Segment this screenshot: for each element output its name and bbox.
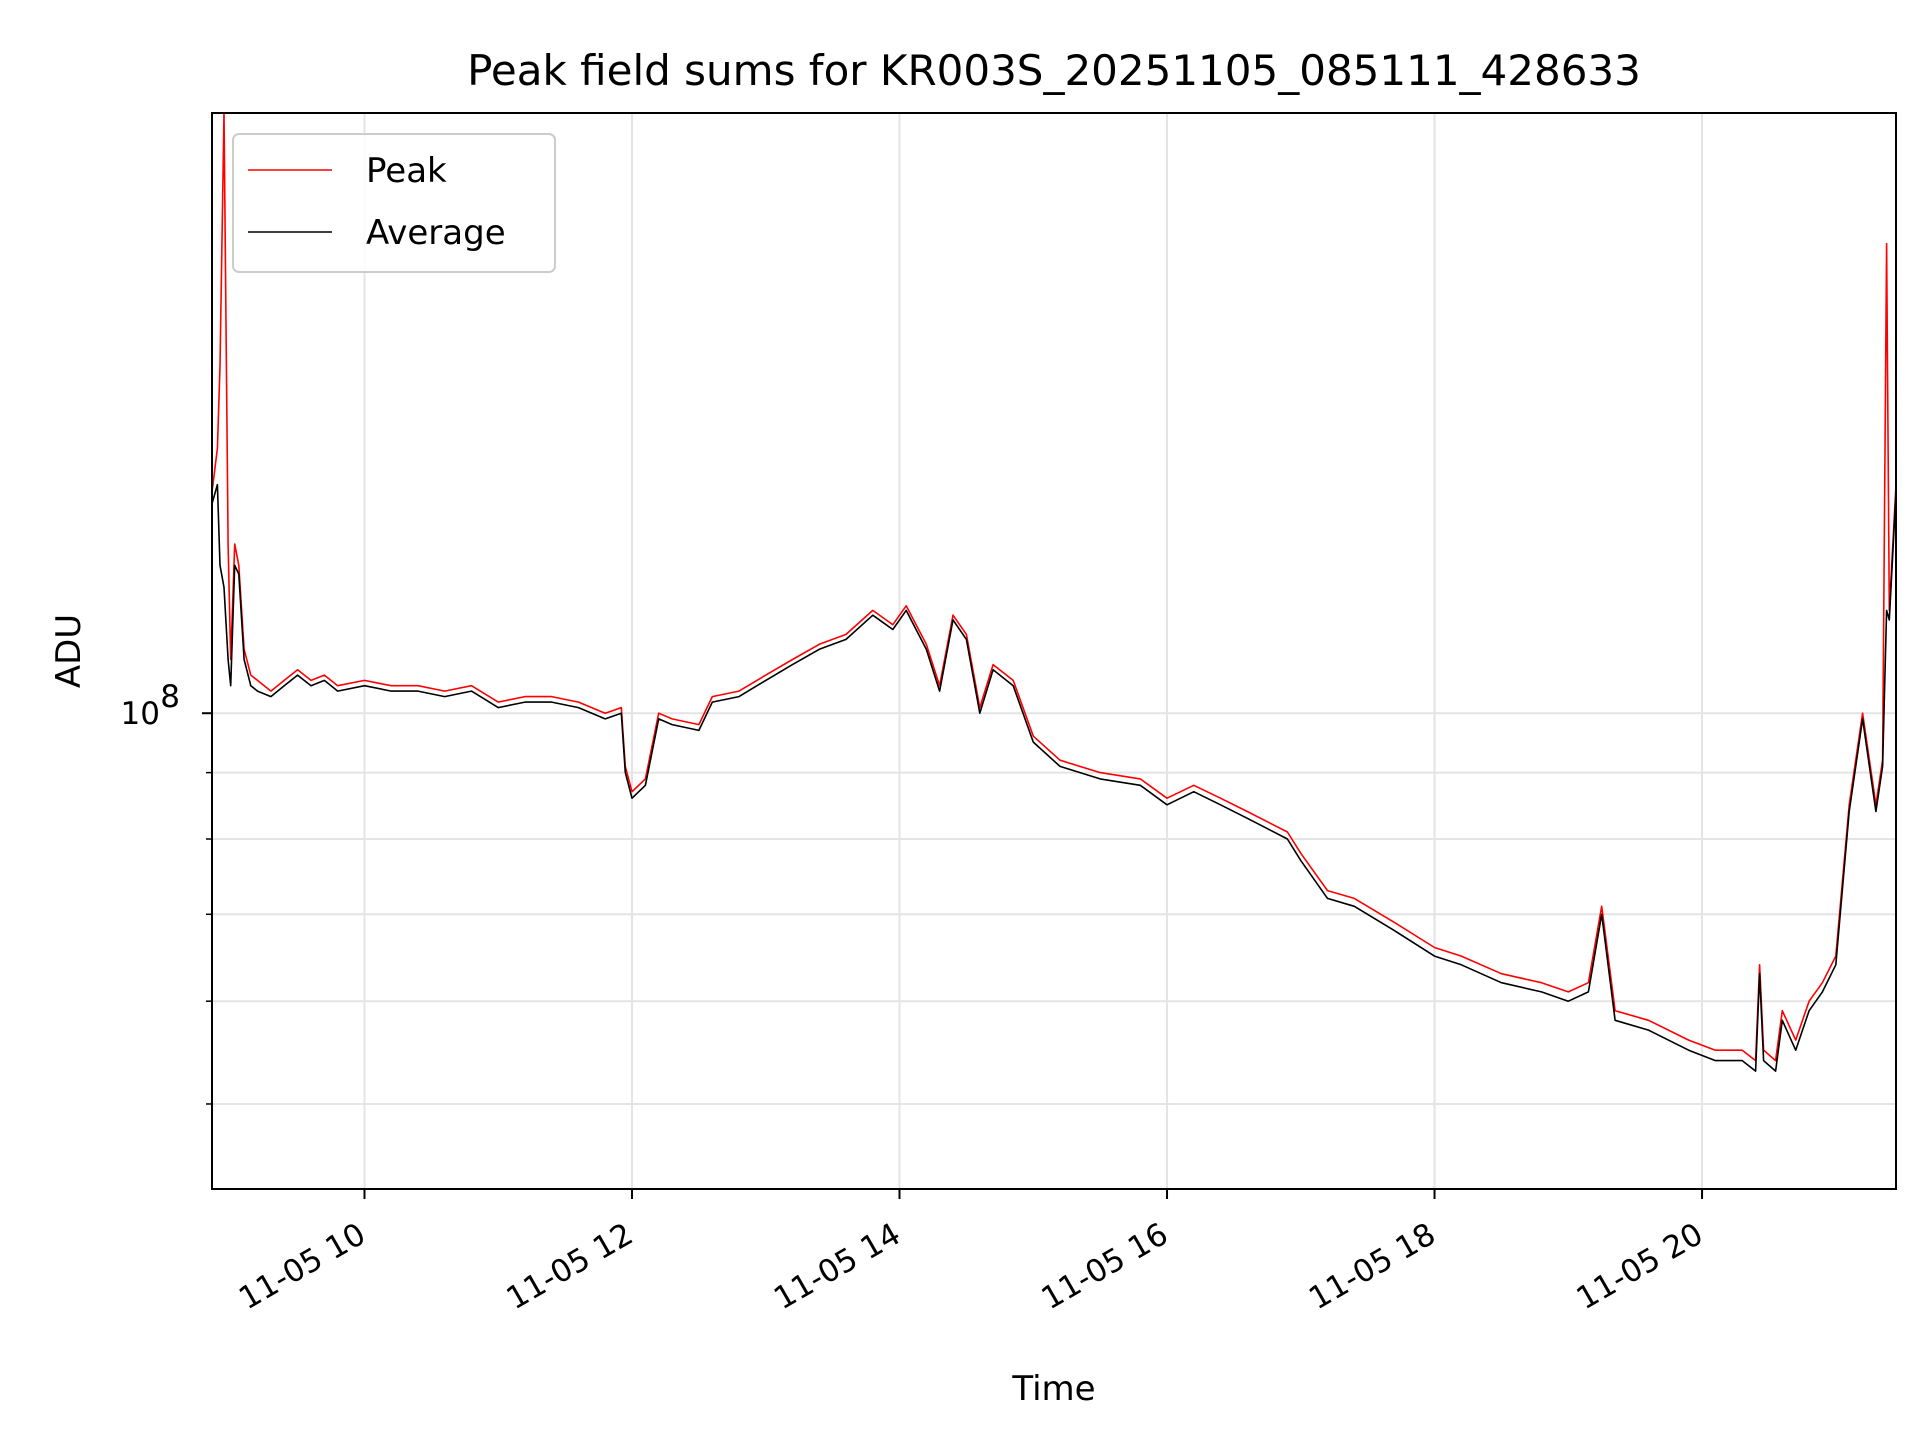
legend: Peak Average <box>232 133 556 273</box>
x-axis-label: Time <box>1011 1369 1095 1409</box>
legend-label-average: Average <box>366 213 506 253</box>
legend-label-peak: Peak <box>366 151 447 191</box>
y-axis-label: ADU <box>49 614 89 688</box>
chart-title: Peak field sums for KR003S_20251105_0851… <box>467 46 1641 95</box>
series-line-average <box>211 483 1897 1072</box>
plot-frame <box>211 112 1897 1190</box>
series-layer <box>211 112 1897 1072</box>
legend-box <box>232 133 556 273</box>
y-tick-label-exponent: 8 <box>160 679 180 715</box>
grid-layer <box>212 113 1896 1189</box>
y-tick-label: 10 <box>121 696 160 732</box>
